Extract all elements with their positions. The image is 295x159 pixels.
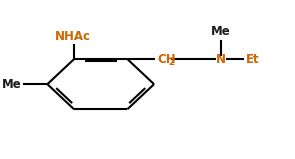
- Text: Et: Et: [246, 53, 259, 66]
- Text: NHAc: NHAc: [55, 30, 91, 43]
- Text: Me: Me: [211, 25, 231, 38]
- Text: Me: Me: [1, 78, 21, 91]
- Text: 2: 2: [168, 58, 174, 67]
- Text: N: N: [216, 53, 226, 66]
- Text: CH: CH: [158, 53, 176, 66]
